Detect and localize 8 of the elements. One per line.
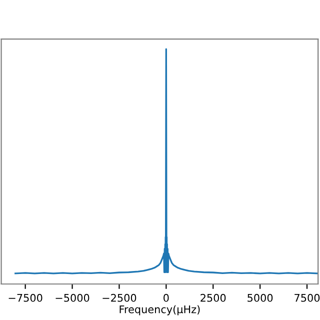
x-axis-title: Frequency(μHz) — [120, 305, 200, 316]
x-tick-label: 5000 — [248, 294, 273, 302]
x-tick-label: −2500 — [102, 294, 136, 302]
x-tick-label: −5000 — [56, 294, 90, 302]
x-tick-label: 7500 — [294, 294, 320, 302]
x-tick-label: −7500 — [8, 294, 42, 302]
x-tick-label: 0 — [164, 294, 169, 302]
x-tick-label: 2500 — [200, 294, 226, 302]
